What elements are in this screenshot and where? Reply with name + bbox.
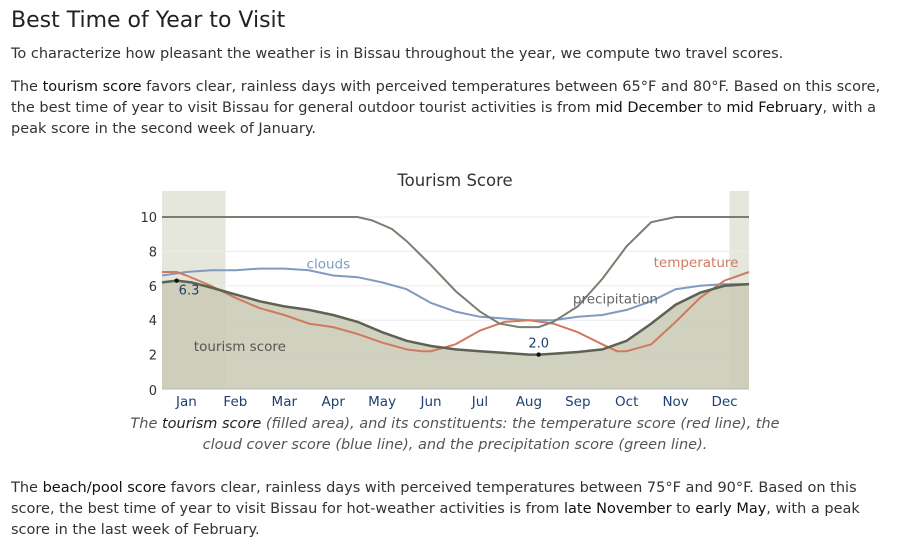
month-label-mar: Mar: [272, 394, 298, 410]
beach-paragraph: The beach/pool score favors clear, rainl…: [11, 480, 860, 538]
series-label-clouds: clouds: [307, 256, 351, 272]
beach-end: early May: [695, 501, 767, 517]
series-label-precipitation: precipitation: [573, 292, 658, 308]
tourism-score-chart: Tourism Score 0 2 4 6 8 10 Jan Feb Mar Apr May Jun J…: [140, 171, 750, 410]
tourism-score-area: [162, 280, 749, 389]
y-tick-label-4: 4: [149, 314, 157, 329]
month-label-oct: Oct: [615, 394, 638, 410]
y-tick-label-2: 2: [149, 349, 157, 364]
y-tick-label-10: 10: [140, 211, 157, 226]
month-label-jul: Jul: [471, 394, 488, 410]
y-tick-label-0: 0: [149, 384, 157, 399]
y-tick-label-6: 6: [149, 280, 157, 295]
annotation-label-1: 2.0: [528, 337, 549, 352]
clouds-line: [161, 267, 749, 322]
annotation-dot-0: [174, 278, 179, 283]
month-label-jan: Jan: [175, 394, 197, 410]
month-label-may: May: [368, 394, 396, 410]
caption-tourism-term: tourism score: [161, 416, 262, 432]
series-label-tourism-score: tourism score: [194, 339, 286, 355]
intro-paragraph: To characterize how pleasant the weather…: [11, 46, 784, 62]
chart-caption: The tourism score (filled area), and its…: [130, 416, 780, 453]
tourism-score-term: tourism score: [42, 79, 142, 95]
page-title: Best Time of Year to Visit: [11, 8, 286, 33]
tourism-score-line: [161, 279, 750, 356]
annotation-dot-1: [536, 352, 541, 357]
chart-title: Tourism Score: [396, 171, 512, 190]
month-label-aug: Aug: [516, 394, 542, 410]
tourism-paragraph: The tourism score favors clear, rainless…: [11, 79, 881, 137]
month-label-jun: Jun: [419, 394, 441, 410]
month-label-apr: Apr: [322, 394, 346, 410]
y-tick-label-8: 8: [149, 245, 157, 260]
tourism-end: mid February: [726, 100, 823, 116]
month-label-feb: Feb: [223, 394, 247, 410]
precipitation-line: [162, 216, 749, 329]
month-label-nov: Nov: [662, 394, 688, 410]
beach-score-term: beach/pool score: [42, 480, 167, 496]
tourism-start: mid December: [595, 100, 703, 116]
annotation-label-0: 6.3: [179, 284, 200, 299]
month-label-sep: Sep: [565, 394, 590, 410]
beach-start: late November: [563, 501, 672, 517]
month-label-dec: Dec: [711, 394, 737, 410]
series-label-temperature: temperature: [654, 255, 739, 271]
